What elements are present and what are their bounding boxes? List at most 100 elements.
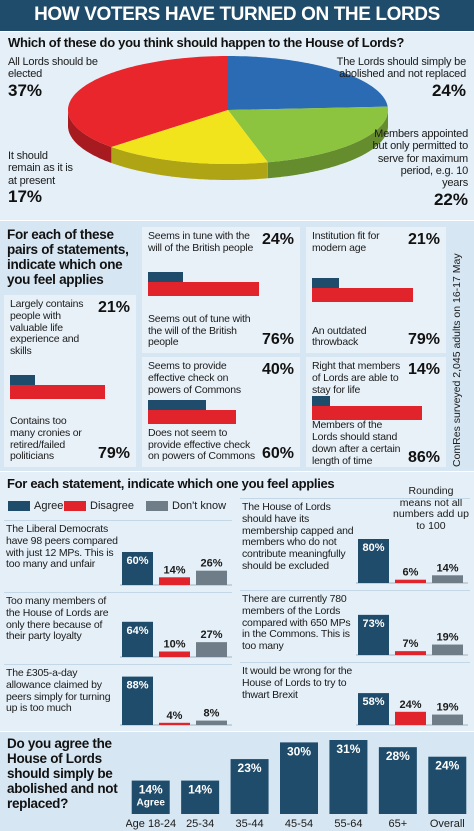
page-title: HOW VOTERS HAVE TURNED ON THE LORDS <box>34 4 440 25</box>
pair-panel: Largely contains people with valuable li… <box>4 295 136 467</box>
bar-value-label: 64% <box>126 625 148 637</box>
pairs-question: For each of these pairs of statements, i… <box>7 227 129 288</box>
pair-statement: Members of the Lords should stand down a… <box>312 419 401 467</box>
bar-value-label: 58% <box>362 696 384 708</box>
agree-bar <box>312 278 339 288</box>
pie-label: It should remain as it is at present 17% <box>8 150 80 207</box>
pair-row: Contains too many cronies or retired/fai… <box>10 415 130 463</box>
pie-value-label: 22% <box>433 189 468 209</box>
pie-category: The Lords should simply be abolished and… <box>336 56 467 81</box>
bar <box>122 552 153 585</box>
pair-bars <box>312 396 440 421</box>
pair-panel: Seems to provide effective check on powe… <box>142 357 300 467</box>
bar-value-label: 14% <box>139 783 163 797</box>
bar <box>181 780 220 814</box>
pair-bars <box>148 272 294 297</box>
bar <box>358 693 389 725</box>
pair-row: Right that members of Lords are able to … <box>312 360 440 396</box>
pair-statement: Contains too many cronies or retired/fai… <box>10 415 82 463</box>
statement-bars: 73% 7% 19% <box>356 614 468 656</box>
bar <box>122 676 153 725</box>
bar <box>196 570 227 585</box>
pair-statement: Right that members of Lords are able to … <box>312 360 401 396</box>
title-bar: HOW VOTERS HAVE TURNED ON THE LORDS <box>0 0 474 31</box>
pie-slice <box>68 56 228 147</box>
bar <box>280 742 318 814</box>
disagree-bar <box>312 406 423 421</box>
pair-panel: Institution fit for modern age 21% An outd… <box>306 227 446 353</box>
bar <box>395 651 426 655</box>
source-note: ComRes surveyed 2,045 adults on 16-17 Ma… <box>451 253 463 467</box>
pair-row: Seems to provide effective check on powe… <box>148 360 294 396</box>
bar-value-label: 19% <box>436 632 458 644</box>
pair-panel: Right that members of Lords are able to … <box>306 357 446 467</box>
pair-statement: Seems to provide effective check on powe… <box>148 360 241 396</box>
bar-value-label: 24% <box>435 759 459 773</box>
legend-item: Agree <box>8 500 63 512</box>
agree-bar <box>148 272 184 283</box>
pair-row: Seems in tune with the will of the Briti… <box>148 230 294 255</box>
pie-label: The Lords should simply be abolished and… <box>326 56 467 101</box>
pair-value-label: 40% <box>261 361 294 378</box>
bar <box>196 720 227 725</box>
pie-value-label: 24% <box>431 80 466 100</box>
legend-item: Disagree <box>64 500 134 512</box>
bar-value-label: 88% <box>126 680 148 692</box>
pair-bars <box>312 278 440 302</box>
pairs-section: For each of these pairs of statements, i… <box>0 221 474 471</box>
bar-value-label: 73% <box>362 618 384 630</box>
pie-slice <box>228 106 388 163</box>
bar-value-label: 31% <box>336 742 360 756</box>
pair-row: An outdated throwback 79% <box>312 324 440 350</box>
statement-bars: 58% 24% 19% <box>356 693 468 726</box>
statement-item: The House of Lords should have its membe… <box>240 498 470 586</box>
bar <box>159 577 190 585</box>
legend-swatch <box>8 501 30 511</box>
pie-chart <box>68 56 388 180</box>
x-tick-label: 55-64 <box>334 818 362 830</box>
x-tick-label: Age 18-24 <box>126 818 176 830</box>
statement-item: The £305-a-day allowance claimed by peer… <box>4 664 232 728</box>
statement-bars: 64% 10% 27% <box>120 621 232 658</box>
bar <box>122 621 153 657</box>
bar-value-label: 14% <box>163 564 185 576</box>
bar-value-label: 28% <box>386 749 410 763</box>
pie-slice <box>228 56 388 110</box>
bar-value-label: 7% <box>403 638 419 650</box>
pie-slice <box>111 110 268 164</box>
bar-value-label: 10% <box>163 639 185 651</box>
disagree-bar <box>148 282 259 297</box>
pair-value-label: 76% <box>261 331 294 348</box>
pie-category: Members appointed but only permitted to … <box>372 128 469 190</box>
legend-label: Disagree <box>90 500 135 512</box>
pair-statement: An outdated throwback <box>312 324 367 349</box>
disagree-bar <box>312 288 414 302</box>
pair-statement: Does not seem to provide effective check… <box>148 426 255 463</box>
pair-row: Seems out of tune with the will of the B… <box>148 313 294 349</box>
statement-item: It would be wrong for the House of Lords… <box>240 662 470 728</box>
statements-question: For each statement, indicate which one y… <box>7 476 335 491</box>
pair-bars <box>10 374 130 399</box>
statement-text: The Liberal Democrats have 98 peers comp… <box>6 523 118 571</box>
bar <box>432 714 463 725</box>
pie-value-label: 37% <box>8 80 43 100</box>
agree-bar <box>148 400 207 410</box>
bar <box>159 651 190 657</box>
pair-value-label: 14% <box>407 361 440 378</box>
statement-text: The £305-a-day allowance claimed by peer… <box>6 667 111 715</box>
legend-swatch <box>146 501 168 511</box>
pie-section: Which of these do you think should happe… <box>0 32 474 220</box>
bar-value-label: 60% <box>126 555 148 567</box>
bar <box>432 575 463 583</box>
bar-value-label: 14% <box>436 562 458 574</box>
bar-value-label: 24% <box>399 699 421 711</box>
statement-item: The Liberal Democrats have 98 peers comp… <box>4 520 232 588</box>
bar <box>230 759 269 814</box>
age-section: Do you agree the House of Lords should s… <box>0 732 474 831</box>
pair-row: Institution fit for modern age 21% <box>312 230 440 255</box>
bar-value-label: 4% <box>167 710 183 722</box>
pair-value-label: 79% <box>407 331 440 348</box>
statement-bars: 88% 4% 8% <box>120 676 232 726</box>
pair-statement: Institution fit for modern age <box>312 230 380 254</box>
